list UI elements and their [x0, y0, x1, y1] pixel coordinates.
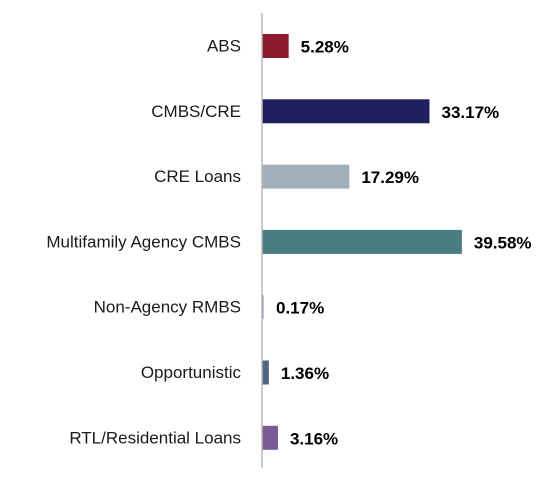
data-label: 17.29% — [361, 168, 419, 187]
data-label: 3.16% — [290, 429, 338, 448]
bars — [262, 34, 462, 450]
bar — [262, 360, 269, 385]
bar — [262, 164, 350, 189]
data-label: 5.28% — [301, 38, 349, 57]
category-label: CMBS/CRE — [151, 102, 241, 121]
category-label: Multifamily Agency CMBS — [46, 232, 241, 251]
category-label: CRE Loans — [154, 167, 241, 186]
category-labels: ABS CMBS/CRE CRE Loans Multifamily Agency C… — [46, 37, 241, 448]
bar — [262, 99, 430, 124]
data-label: 1.36% — [281, 364, 329, 383]
data-label: 39.58% — [474, 233, 532, 252]
bar — [262, 425, 278, 450]
value-labels: 5.28% 33.17% 17.29% 39.58% 0.17% 1.36% 3.16% — [276, 38, 532, 449]
bar — [262, 34, 289, 58]
bar — [262, 229, 462, 254]
category-label: Non-Agency RMBS — [94, 298, 241, 317]
data-label: 0.17% — [276, 299, 324, 318]
category-label: ABS — [207, 37, 241, 56]
category-label: Opportunistic — [141, 363, 242, 382]
category-label: RTL/Residential Loans — [69, 428, 241, 447]
data-label: 33.17% — [442, 103, 500, 122]
